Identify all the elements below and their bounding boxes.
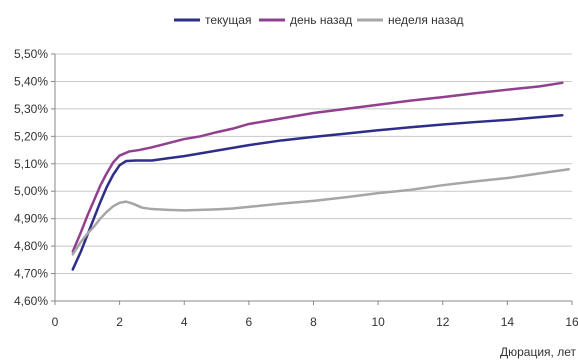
x-axis-title: Дюрация, лет	[500, 345, 576, 359]
legend-label-1: день назад	[290, 13, 352, 27]
x-tick-label-4: 8	[310, 315, 317, 329]
y-tick-label-5: 5,10%	[14, 157, 48, 171]
y-tick-label-6: 5,20%	[14, 129, 48, 143]
legend-label-2: неделя назад	[388, 13, 464, 27]
legend: текущая день назад неделя назад	[174, 13, 464, 27]
grid-lines	[55, 53, 572, 275]
y-tick-label-8: 5,40%	[14, 74, 48, 88]
series-line-2	[71, 168, 571, 256]
y-tick-label-4: 5,00%	[14, 184, 48, 198]
x-tick-label-5: 10	[371, 315, 385, 329]
y-tick-labels: 4,60% 4,70% 4,80% 4,90% 5,00% 5,10% 5,20% 5,30%…	[14, 47, 55, 308]
y-tick-label-9: 5,50%	[14, 47, 48, 61]
x-tick-label-6: 12	[436, 315, 450, 329]
x-tick-label-2: 4	[181, 315, 188, 329]
x-tick-label-3: 6	[246, 315, 253, 329]
legend-label-0: текущая	[205, 13, 251, 27]
series-line-1	[71, 81, 564, 253]
y-tick-label-3: 4,90%	[14, 212, 48, 226]
series-lines	[71, 81, 571, 271]
x-tick-label-7: 14	[501, 315, 515, 329]
y-tick-label-0: 4,60%	[14, 294, 48, 308]
x-tick-label-8: 16	[565, 315, 578, 329]
series-line-0	[71, 113, 564, 271]
y-tick-label-7: 5,30%	[14, 102, 48, 116]
x-tick-label-0: 0	[52, 315, 59, 329]
x-tick-labels: 0 2 4 6 8 10 12 14 16	[52, 301, 578, 329]
y-tick-label-2: 4,80%	[14, 239, 48, 253]
x-tick-label-1: 2	[116, 315, 123, 329]
y-tick-label-1: 4,70%	[14, 267, 48, 281]
